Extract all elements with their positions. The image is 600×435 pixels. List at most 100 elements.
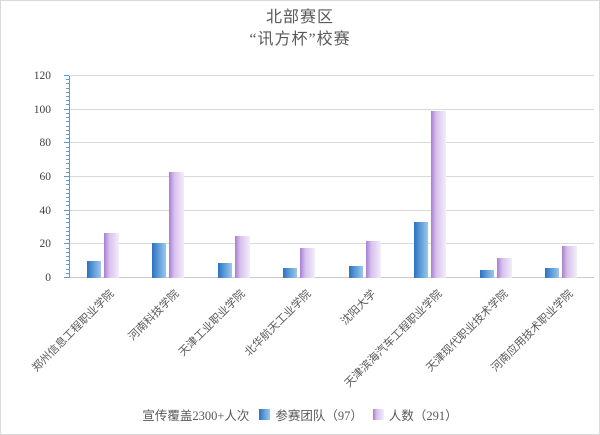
y-axis-tick: [66, 247, 69, 249]
legend-annotation: 宣传覆盖2300+人次: [142, 409, 250, 423]
x-axis-label: 天津现代职业技术学院: [423, 288, 511, 375]
x-axis-label: 北华航天工业学院: [242, 288, 314, 359]
y-axis-tick: [64, 277, 69, 278]
y-axis-tick: [64, 209, 69, 211]
gridline: [69, 142, 594, 144]
x-axis-label: 天津工业职业学院: [176, 288, 248, 359]
y-axis-tick: [66, 192, 69, 194]
y-axis-label: 40: [39, 204, 52, 217]
bar-teams: [86, 261, 101, 278]
plot-area: [64, 75, 594, 278]
y-axis-tick: [66, 226, 69, 228]
y-axis-tick: [66, 100, 69, 102]
bars-container: [70, 76, 594, 278]
y-axis-tick: [64, 176, 69, 177]
bar-teams: [545, 267, 560, 278]
y-axis-tick: [66, 117, 69, 119]
y-axis-tick: [66, 167, 69, 169]
legend: 宣传覆盖2300+人次 参赛团队（97） 人数（291）: [1, 405, 599, 424]
bar-people: [365, 240, 381, 278]
bar-people: [169, 171, 185, 278]
y-axis-tick: [66, 163, 69, 165]
x-axis-label: 沈阳大学: [339, 288, 379, 328]
y-axis-tick: [66, 222, 69, 224]
y-axis-tick: [64, 108, 69, 110]
y-axis-tick: [66, 218, 69, 220]
gridline: [69, 176, 594, 177]
y-axis-label: 20: [39, 238, 52, 251]
legend-item-teams-label: 参赛团队（97）: [275, 409, 363, 423]
gridline: [69, 243, 594, 245]
y-axis-labels: 0 20 40 60 80 100 120: [1, 70, 59, 284]
y-axis-tick: [66, 197, 69, 199]
bar-group: [332, 76, 398, 278]
bar-people: [234, 235, 250, 278]
y-axis-tick: [66, 251, 69, 253]
chart-title-line1: 北部赛区: [265, 9, 334, 26]
y-axis-tick: [66, 96, 69, 98]
gridline: [69, 108, 594, 110]
bar-people: [103, 232, 119, 278]
y-axis-tick: [66, 87, 69, 89]
y-axis-tick: [66, 150, 69, 152]
y-axis-tick: [66, 184, 69, 186]
y-axis-tick: [66, 79, 69, 81]
y-axis-tick: [66, 234, 69, 236]
chart-title: 北部赛区 “讯方杯”校赛: [1, 7, 599, 51]
y-axis-label: 80: [39, 137, 52, 150]
x-axis-label: 郑州信息工程职业学院: [30, 288, 117, 375]
y-axis-tick: [66, 188, 69, 190]
bar-group: [463, 76, 529, 278]
x-axis-label: 河南科技学院: [126, 288, 182, 344]
y-axis-tick: [66, 129, 69, 131]
x-axis-label: 天津滨海汽车工程职业学院: [342, 288, 445, 390]
y-axis-label: 120: [33, 70, 51, 82]
y-axis-tick: [66, 260, 69, 262]
x-axis-line: [69, 277, 594, 278]
y-axis-tick: [66, 104, 69, 106]
y-axis-tick: [66, 91, 69, 93]
bar-group: [70, 76, 136, 278]
y-axis-tick: [64, 142, 69, 144]
bar-people: [300, 247, 316, 278]
bar-group: [201, 76, 267, 278]
y-axis-tick: [64, 243, 69, 245]
people-series-swatch-icon: [372, 409, 384, 420]
bar-teams: [283, 267, 298, 278]
gridline: [69, 209, 594, 211]
y-axis-label: 100: [33, 103, 51, 116]
y-axis-tick: [66, 138, 69, 140]
chart-title-line2: “讯方杯”校赛: [249, 31, 351, 48]
bar-group: [267, 76, 333, 278]
y-axis-tick: [66, 272, 69, 274]
y-axis-tick: [66, 171, 69, 173]
y-axis-tick: [66, 264, 69, 266]
legend-item-teams: 参赛团队（97）: [259, 405, 363, 424]
bar-people: [496, 257, 512, 278]
y-axis-tick: [66, 83, 69, 85]
y-axis-tick: [66, 159, 69, 161]
y-axis-tick: [66, 230, 69, 232]
y-axis-line: [69, 76, 70, 278]
y-axis-label: 60: [39, 171, 52, 183]
y-axis-tick: [66, 205, 69, 207]
y-axis-tick: [66, 213, 69, 215]
legend-item-people-label: 人数（291）: [388, 409, 458, 423]
y-axis-tick: [66, 180, 69, 182]
gridline: [69, 75, 594, 76]
y-axis-tick: [66, 125, 69, 127]
teams-series-swatch-icon: [259, 409, 271, 420]
y-axis-label: 0: [45, 272, 51, 284]
bar-group: [398, 76, 464, 278]
y-axis-tick: [66, 201, 69, 203]
legend-item-people: 人数（291）: [372, 405, 458, 424]
bar-teams: [414, 222, 429, 278]
bar-group: [136, 76, 202, 278]
y-axis-tick: [66, 121, 69, 123]
y-axis-tick: [66, 146, 69, 148]
y-axis-tick: [66, 239, 69, 241]
bar-teams: [348, 266, 363, 278]
bar-teams: [152, 242, 167, 278]
y-axis-tick: [66, 133, 69, 135]
